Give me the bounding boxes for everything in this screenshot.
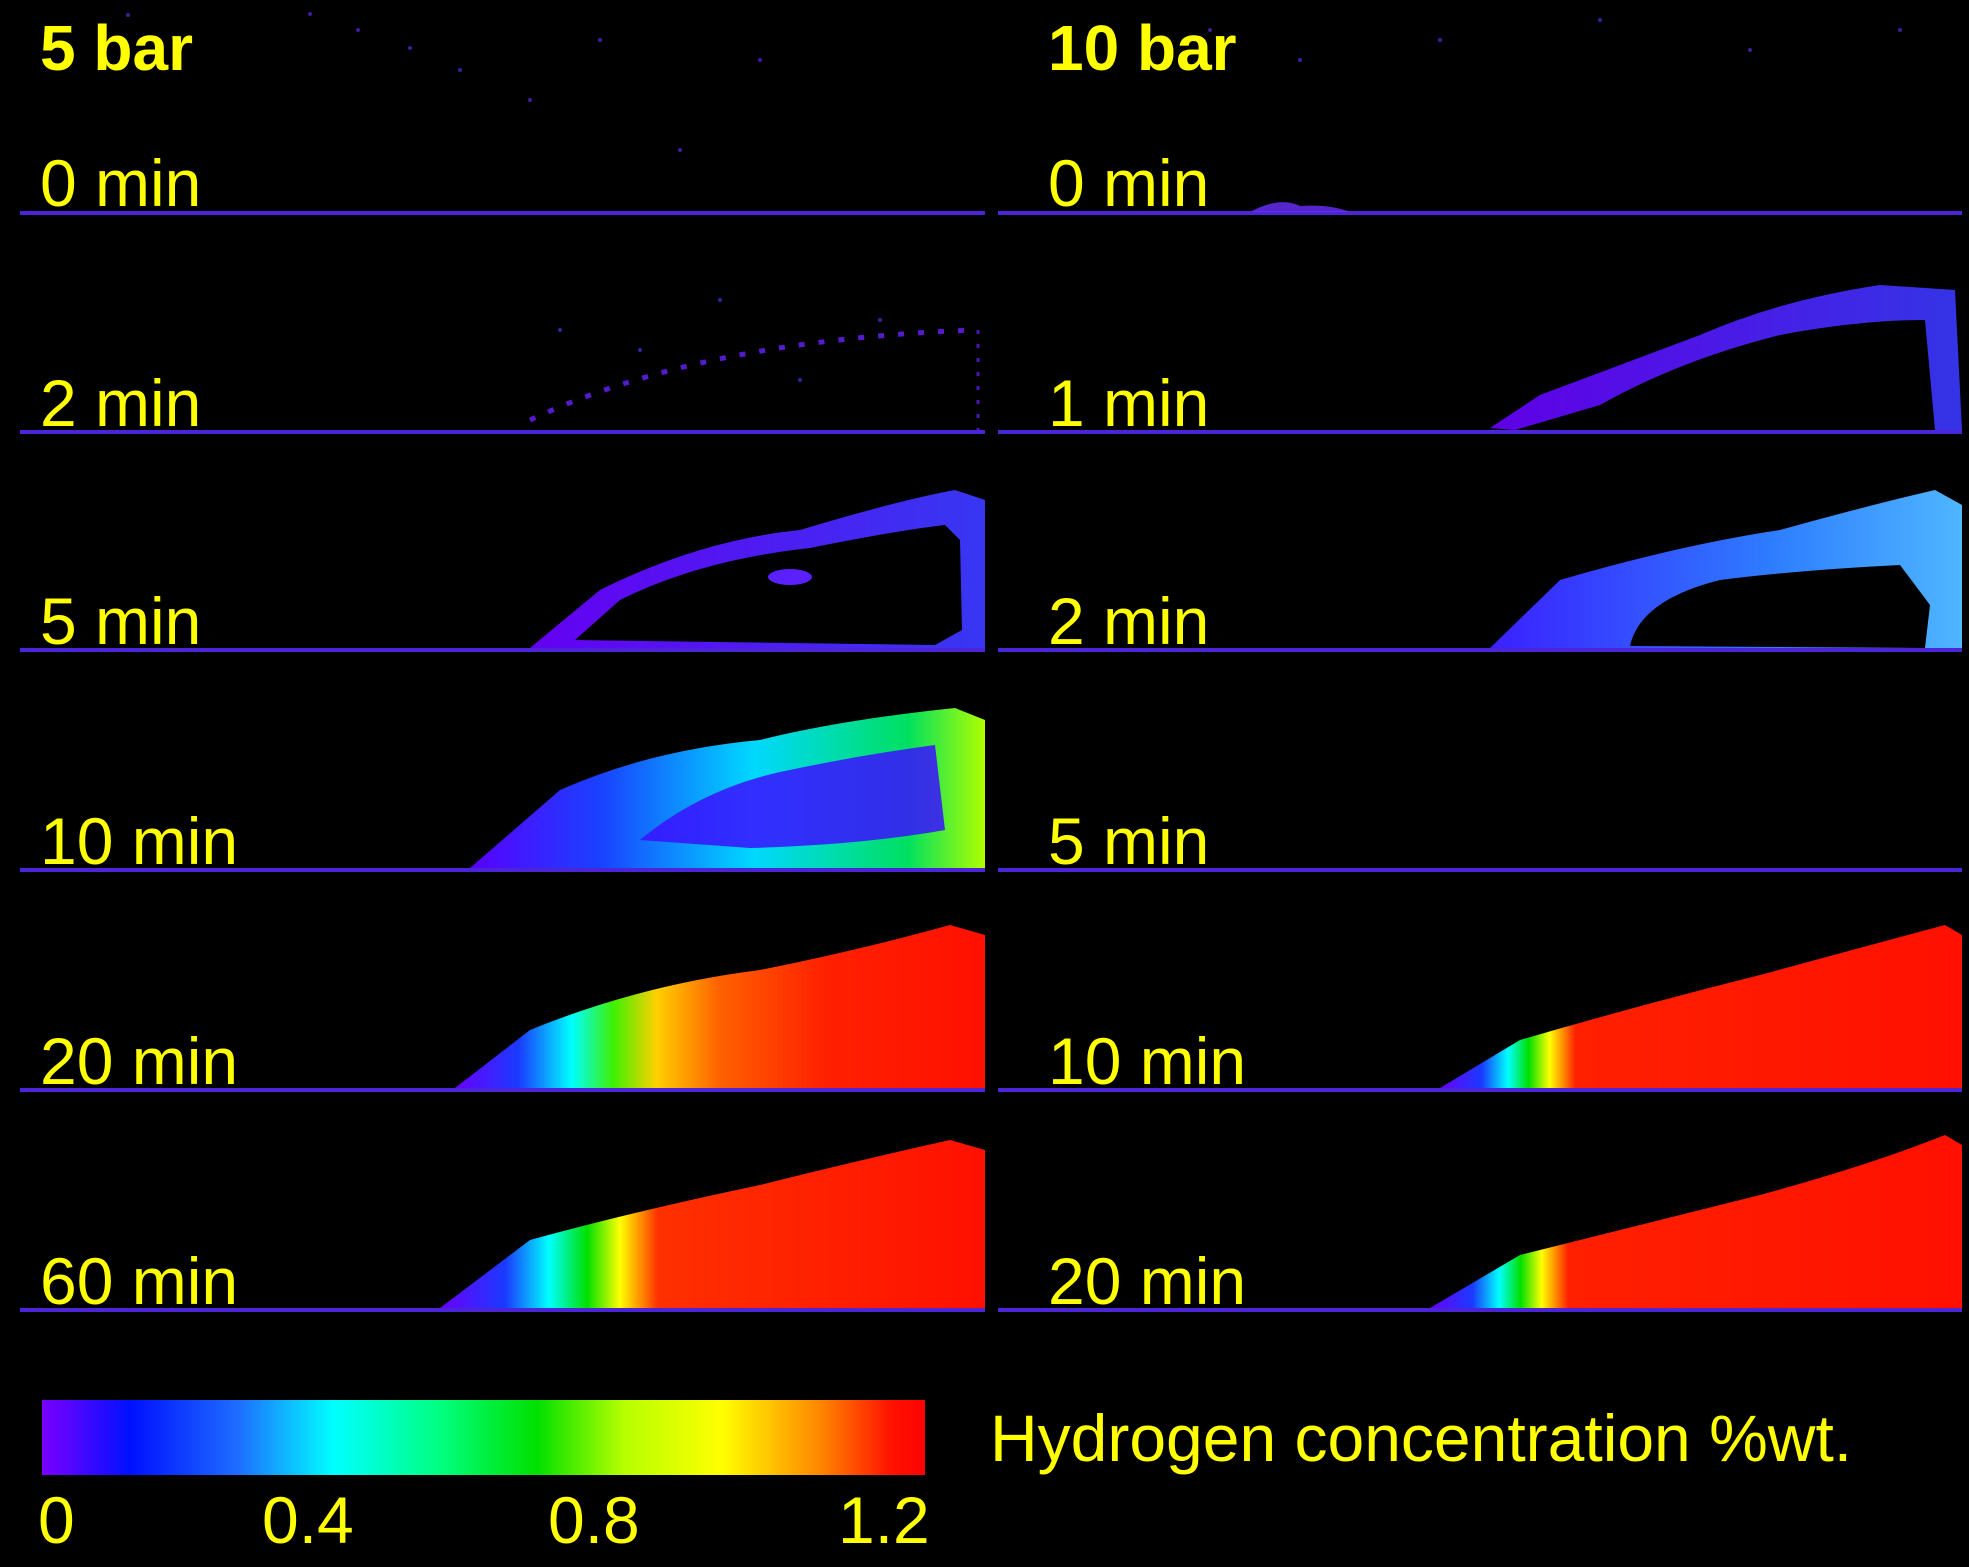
row-label-10bar-3: 5 min	[1048, 804, 1210, 878]
row-label-10bar-2: 2 min	[1048, 584, 1210, 658]
row-label-5bar-2: 5 min	[40, 584, 202, 658]
colorbar	[42, 1400, 925, 1475]
colorbar-tick-3: 1.2	[838, 1483, 930, 1557]
column-heading-5-bar: 5 bar	[40, 12, 193, 84]
noise-speckles	[126, 12, 1902, 382]
row-label-10bar-0: 0 min	[1048, 146, 1210, 220]
row-label-5bar-1: 2 min	[40, 366, 202, 440]
colorbar-tick-2: 0.8	[548, 1483, 640, 1557]
row-label-10bar-4: 10 min	[1048, 1024, 1247, 1098]
colorbar-tick-0: 0	[38, 1483, 75, 1557]
row-label-5bar-0: 0 min	[40, 146, 202, 220]
colorbar-tick-1: 0.4	[262, 1483, 354, 1557]
row-label-10bar-1: 1 min	[1048, 366, 1210, 440]
row-label-5bar-5: 60 min	[40, 1244, 239, 1318]
row-label-5bar-3: 10 min	[40, 804, 239, 878]
column-heading-10-bar: 10 bar	[1048, 12, 1237, 84]
row-label-10bar-5: 20 min	[1048, 1244, 1247, 1318]
baselines	[20, 211, 1962, 1312]
row-label-5bar-4: 20 min	[40, 1024, 239, 1098]
colorbar-title: Hydrogen concentration %wt.	[990, 1401, 1853, 1475]
